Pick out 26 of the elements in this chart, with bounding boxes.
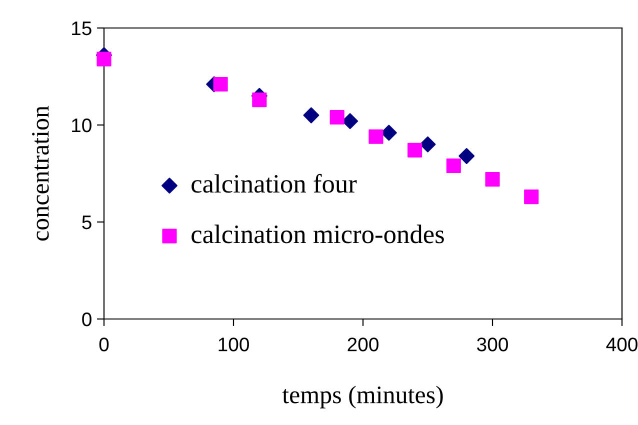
point [446, 158, 461, 174]
point [408, 142, 422, 158]
x-axis-title: temps (minutes) [282, 386, 443, 408]
x-tick-label: 0 [99, 338, 109, 352]
x-tick-label: 200 [348, 338, 378, 352]
x-tick-label: 300 [477, 338, 508, 352]
x-tick-label: 100 [218, 338, 249, 352]
legend-label: calcination micro-ondes [192, 224, 444, 244]
point [524, 189, 539, 204]
x-tick-label: 400 [606, 338, 638, 352]
point [368, 129, 384, 144]
point [342, 113, 358, 130]
point [485, 172, 500, 187]
y-tick-label: 5 [82, 216, 92, 230]
point [458, 148, 475, 164]
y-axis-title: concentration [32, 106, 49, 241]
y-tick-label: 0 [82, 312, 92, 326]
point [252, 92, 267, 108]
point [330, 110, 344, 125]
point [213, 76, 228, 92]
y-tick-label: 10 [72, 118, 92, 132]
legend-label: calcination four [192, 174, 357, 193]
point [420, 136, 436, 152]
y-tick-label: 15 [72, 22, 92, 36]
point [303, 107, 320, 124]
point [96, 52, 112, 66]
